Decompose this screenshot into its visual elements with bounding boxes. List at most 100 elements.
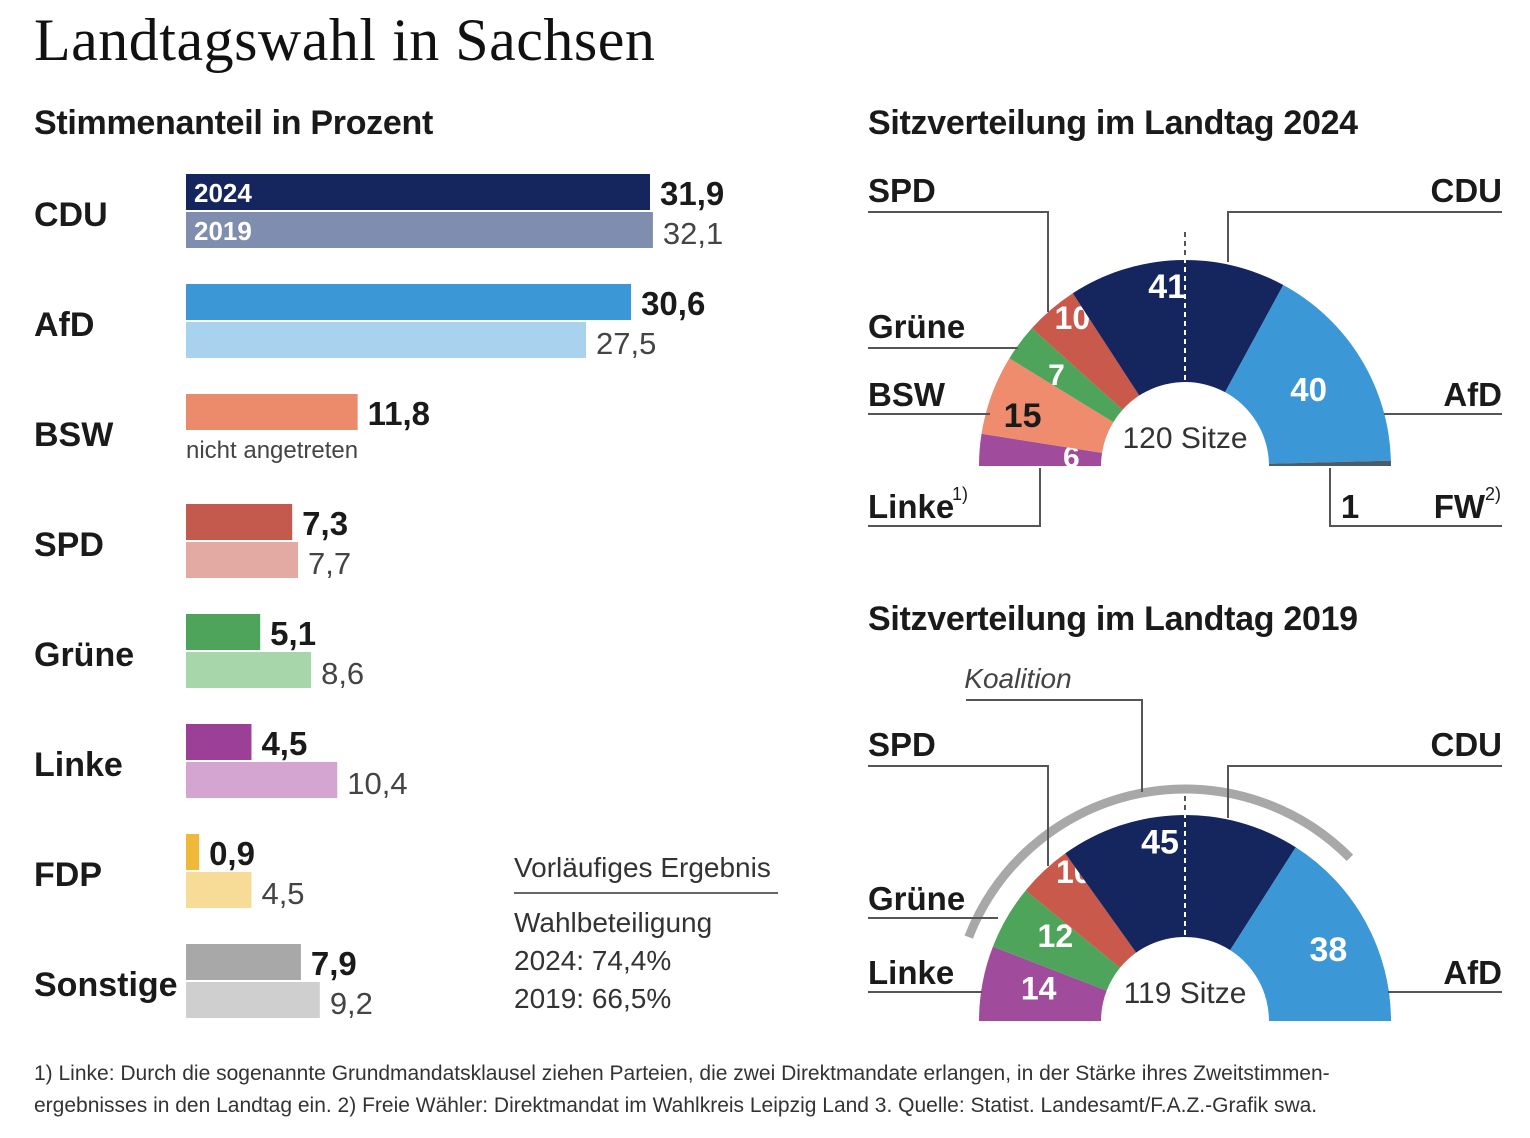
seat-slice-2019-linke	[979, 946, 1107, 1021]
value-2024-fdp: 0,9	[209, 835, 255, 872]
party-label-fdp: FDP	[34, 856, 102, 894]
leader-2019-coalition	[966, 699, 1143, 792]
coalition-label: Koalition	[964, 663, 1071, 694]
value-2019-cdu: 32,1	[663, 216, 723, 251]
bar-2024-cdu	[186, 174, 650, 210]
value-2024-cdu: 31,9	[660, 175, 724, 212]
seat-count-2024-afd: 40	[1290, 371, 1327, 408]
bar-2019-sonstige	[186, 982, 320, 1018]
leader-2024-spd	[868, 211, 1049, 312]
seat-party-label-2019-cdu: CDU	[1431, 726, 1503, 763]
seat-party-label-2024-afd: AfD	[1443, 376, 1502, 413]
seat-count-2024-gruene: 7	[1048, 359, 1065, 392]
value-2024-linke: 4,5	[261, 725, 307, 762]
value-2019-bsw: nicht angetreten	[186, 437, 358, 464]
value-2019-spd: 7,7	[308, 546, 351, 581]
seat-slice-2024-spd	[1031, 293, 1140, 410]
value-2019-sonstige: 9,2	[330, 986, 373, 1021]
seat-party-label-2019-afd: AfD	[1443, 954, 1502, 991]
seat-chart-2024-title: Sitzverteilung im Landtag 2024	[868, 104, 1358, 142]
value-2024-sonstige: 7,9	[311, 945, 357, 982]
seat-party-label-2024-spd: SPD	[868, 172, 936, 209]
series-label-2024: 2024	[194, 178, 252, 208]
page-title: Landtagswahl in Sachsen	[34, 7, 656, 73]
leader-2024-cdu	[1227, 211, 1502, 262]
bar-2024-gruene	[186, 614, 261, 650]
seat-slice-2024-bsw	[981, 358, 1114, 453]
seat-slice-2019-cdu	[1065, 815, 1296, 953]
seat-count-2024-cdu: 41	[1148, 268, 1186, 306]
seat-count-2019-linke: 14	[1021, 970, 1057, 1006]
coalition-arc-2019	[964, 784, 1354, 939]
bar-chart-title: Stimmenanteil in Prozent	[34, 104, 433, 142]
footnote-line-1: 1) Linke: Durch die sogenannte Grundmand…	[34, 1062, 1330, 1085]
seat-party-label-2024-fw: FW	[1434, 488, 1486, 525]
seat-party-label-2024-gruene: Grüne	[868, 308, 965, 345]
footnote: 1) Linke: Durch die sogenannte Grundmand…	[34, 1058, 1504, 1122]
bar-2019-afd	[186, 322, 586, 358]
party-label-cdu: CDU	[34, 196, 108, 234]
value-2024-bsw: 11,8	[368, 395, 430, 432]
turnout-2019: 2019: 66,5%	[514, 983, 672, 1014]
bar-2019-gruene	[186, 652, 312, 688]
seat-party-label-2019-spd: SPD	[868, 726, 936, 763]
seat-chart-2019-title: Sitzverteilung im Landtag 2019	[868, 600, 1358, 638]
seat-count-2019-afd: 38	[1309, 931, 1347, 969]
bar-2024-linke	[186, 724, 252, 760]
leader-2019-cdu	[1227, 765, 1502, 818]
value-2024-spd: 7,3	[302, 505, 348, 542]
series-label-2019: 2019	[194, 216, 252, 246]
value-2019-afd: 27,5	[596, 326, 656, 361]
seat-slice-2024-gruene	[1009, 328, 1123, 423]
seat-slice-2024-linke	[979, 433, 1103, 466]
party-label-gruene: Grüne	[34, 636, 134, 674]
turnout-label: Wahlbeteiligung	[514, 907, 713, 938]
seat-slice-2024-afd	[1225, 284, 1391, 464]
bar-2024-sonstige	[186, 944, 301, 980]
bar-2019-fdp	[186, 872, 252, 908]
seat-slice-2024-fw	[1268, 460, 1391, 466]
party-label-afd: AfD	[34, 306, 94, 344]
value-2024-afd: 30,6	[641, 285, 705, 322]
total-seats-2019: 119 Sitze	[1124, 977, 1247, 1010]
seat-party-label-2024-linke: Linke	[868, 488, 954, 525]
charts-canvas: CDU 31,9 32,1 2024 2019 AfD 30,6 27,5 BSW 11,8 nic…	[34, 172, 1503, 1021]
seat-slice-2019-spd	[1025, 853, 1137, 968]
value-2024-gruene: 5,1	[270, 615, 316, 652]
bar-2024-spd	[186, 504, 293, 540]
seat-slice-2024-cdu	[1072, 260, 1284, 396]
party-label-bsw: BSW	[34, 416, 114, 454]
party-label-spd: SPD	[34, 526, 104, 564]
seat-slice-2019-afd	[1230, 847, 1391, 1021]
seat-count-2024-bsw: 15	[1004, 397, 1042, 435]
seat-count-2024-fw-label: 1	[1341, 488, 1359, 525]
footnote-mark-linke: 1)	[952, 484, 968, 504]
seat-count-2024-linke: 6	[1063, 441, 1080, 474]
seat-party-label-2019-linke: Linke	[868, 954, 954, 991]
turnout-2024: 2024: 74,4%	[514, 945, 672, 976]
preliminary-result-note: Vorläufiges Ergebnis	[514, 852, 778, 894]
seat-slice-2019-gruene	[992, 890, 1121, 991]
seat-party-label-2024-bsw: BSW	[868, 376, 946, 413]
bar-2024-bsw	[186, 394, 358, 430]
value-2019-linke: 10,4	[347, 766, 407, 801]
footnote-mark-fw: 2)	[1485, 484, 1501, 504]
value-2019-fdp: 4,5	[261, 876, 304, 911]
bar-2024-fdp	[186, 834, 200, 870]
bar-2019-spd	[186, 542, 298, 578]
seat-party-label-2019-gruene: Grüne	[868, 880, 965, 917]
leader-2024-linke	[868, 468, 1041, 527]
seat-party-label-2024-cdu: CDU	[1431, 172, 1503, 209]
leader-2019-spd	[868, 765, 1049, 866]
bar-2019-linke	[186, 762, 338, 798]
info-box: Vorläufiges Ergebnis Wahlbeteiligung 202…	[514, 852, 778, 1018]
bar-2024-afd	[186, 284, 632, 320]
party-label-sonstige: Sonstige	[34, 966, 178, 1004]
footnote-line-2: ergebnisses in den Landtag ein. 2) Freie…	[34, 1094, 1318, 1117]
party-label-linke: Linke	[34, 746, 123, 784]
bar-2019-cdu	[186, 212, 653, 248]
seat-count-2019-cdu: 45	[1141, 824, 1179, 862]
leader-2024-fw	[1329, 468, 1502, 527]
total-seats-2024: 120 Sitze	[1122, 422, 1247, 455]
value-2019-gruene: 8,6	[321, 656, 364, 691]
